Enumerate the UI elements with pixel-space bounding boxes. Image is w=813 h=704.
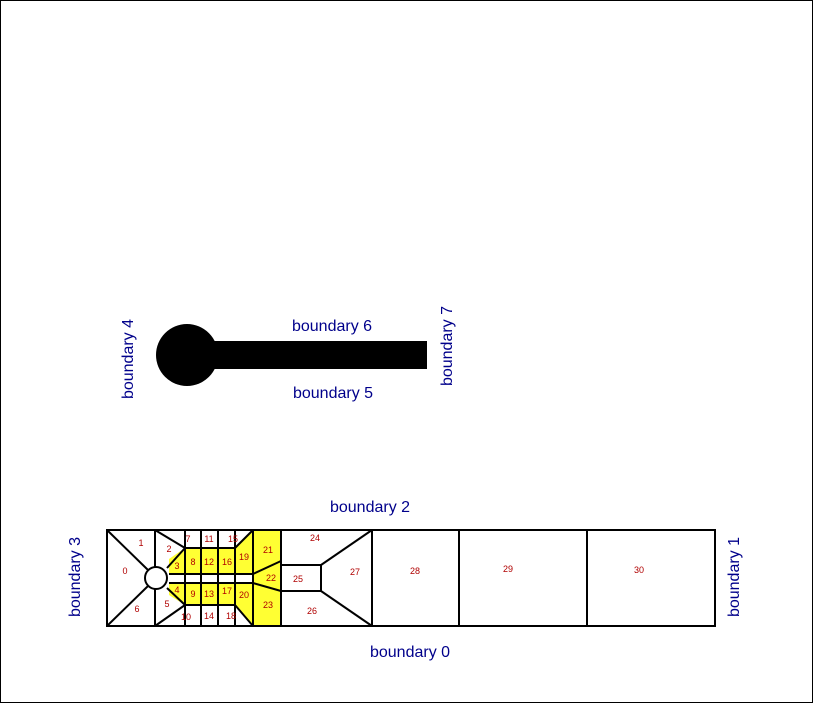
cell-number-9: 9 — [190, 589, 195, 599]
boundary-label-2: boundary 2 — [330, 499, 410, 516]
cell-number-30: 30 — [634, 565, 644, 575]
geometry-circle — [156, 324, 218, 386]
cell-20-fill — [235, 583, 253, 626]
cell-22-fill — [253, 561, 281, 591]
cell-25-outline — [280, 564, 322, 592]
cell-number-6: 6 — [134, 604, 139, 614]
domain-outline — [106, 529, 716, 627]
cell-number-1: 1 — [138, 538, 143, 548]
cell-number-2: 2 — [166, 544, 171, 554]
cell-number-26: 26 — [307, 606, 317, 616]
boundary-label-1: boundary 1 — [726, 537, 743, 617]
cell-number-19: 19 — [239, 552, 249, 562]
cell-number-23: 23 — [263, 600, 273, 610]
cell-numbers: 0 1 2 3 4 5 6 7 8 9 10 11 12 13 14 15 16… — [122, 533, 644, 622]
boundary-label-7: boundary 7 — [439, 306, 456, 386]
boundary-label-4: boundary 4 — [120, 319, 137, 399]
cell-number-0: 0 — [122, 566, 127, 576]
cell-9-fill — [185, 583, 201, 605]
cell-8-fill — [185, 548, 201, 574]
cell-number-7: 7 — [185, 534, 190, 544]
cell-number-28: 28 — [410, 566, 420, 576]
cell-3-fill — [169, 548, 185, 574]
cell-number-17: 17 — [222, 586, 232, 596]
cell-number-4: 4 — [174, 585, 179, 595]
highlighted-cells — [169, 530, 281, 626]
cell-number-3: 3 — [174, 561, 179, 571]
cell-number-18: 18 — [226, 611, 236, 621]
cell-number-13: 13 — [204, 589, 214, 599]
cell-number-15: 15 — [228, 534, 238, 544]
boundary-label-6: boundary 6 — [292, 318, 372, 335]
geometry-shape — [156, 324, 427, 386]
cell-number-12: 12 — [204, 557, 214, 567]
cell-23-fill — [253, 583, 281, 626]
cell-4-fill — [169, 583, 185, 605]
cell-number-25: 25 — [293, 574, 303, 584]
cell-17-fill — [218, 583, 235, 605]
cell-16-fill — [218, 548, 235, 574]
cell-number-14: 14 — [204, 611, 214, 621]
cell-21-fill — [253, 530, 281, 574]
hole-circle — [144, 566, 168, 590]
cell-12-fill — [201, 548, 218, 574]
cell-19-fill — [235, 530, 253, 574]
cell-number-22: 22 — [266, 573, 276, 583]
boundary-label-3: boundary 3 — [67, 537, 84, 617]
geometry-bar — [206, 341, 427, 369]
cell-number-5: 5 — [164, 599, 169, 609]
boundary-label-0: boundary 0 — [370, 644, 450, 661]
cell-number-29: 29 — [503, 564, 513, 574]
cell-number-27: 27 — [350, 567, 360, 577]
cell-number-24: 24 — [310, 533, 320, 543]
cell-number-11: 11 — [204, 534, 213, 544]
cell-number-16: 16 — [222, 557, 232, 567]
cell-number-10: 10 — [181, 612, 191, 622]
boundary-label-5: boundary 5 — [293, 385, 373, 402]
cell-number-20: 20 — [239, 590, 249, 600]
cell-13-fill — [201, 583, 218, 605]
cell-number-21: 21 — [263, 545, 273, 555]
mesh-edges — [106, 529, 716, 627]
cell-number-8: 8 — [190, 557, 195, 567]
